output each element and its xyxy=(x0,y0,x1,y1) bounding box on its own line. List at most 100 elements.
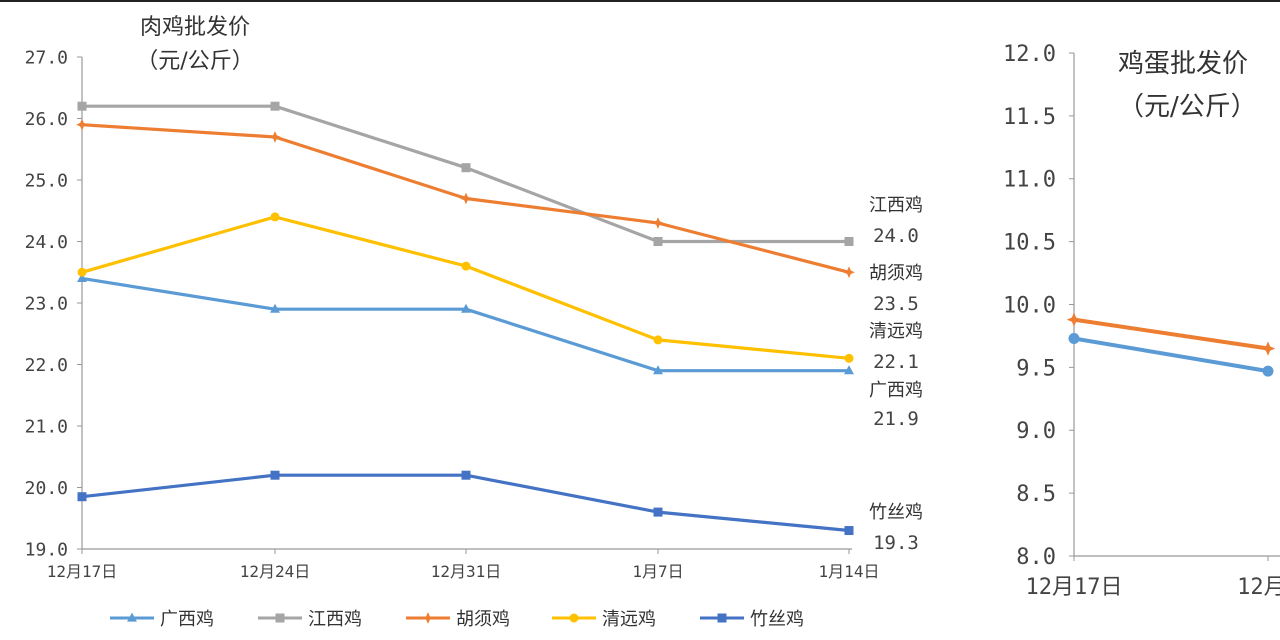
series-1-point xyxy=(461,163,471,173)
series-0-point xyxy=(77,273,87,282)
y-tick-label: 8.0 xyxy=(1016,545,1056,570)
end-label-name: 清远鸡 xyxy=(869,321,923,342)
x-tick-label: 12月2 xyxy=(1237,575,1280,600)
chart2-y-axis: 12.0 11.5 11.0 10.5 10.0 9.5 9.0 8.5 8.0 xyxy=(1003,42,1075,570)
series-0 xyxy=(1066,312,1276,356)
y-tick-label: 9.5 xyxy=(1016,356,1056,381)
series-3-point xyxy=(270,212,280,222)
series-4-point xyxy=(270,470,280,480)
chart2-title: 鸡蛋批发价 xyxy=(1118,49,1248,79)
chart1-title: 肉鸡批发价 xyxy=(140,15,250,40)
series-4-line xyxy=(81,473,850,533)
y-tick-label: 27.0 xyxy=(25,47,68,68)
series-0-line xyxy=(81,276,849,373)
series-1-line xyxy=(82,104,849,244)
chart1-series xyxy=(76,101,855,536)
series-1-point xyxy=(1068,332,1080,344)
chart2-subtitle: （元/公斤） xyxy=(1118,92,1257,122)
x-tick-label: 1月14日 xyxy=(819,562,880,581)
end-label-value: 24.0 xyxy=(873,225,919,247)
chart1-x-axis: 12月17日 12月24日 12月31日 1月7日 1月14日 xyxy=(47,548,880,581)
chart2-x-axis: 12月17日 12月2 xyxy=(1026,555,1280,600)
top-border xyxy=(0,0,1280,2)
y-tick-label: 20.0 xyxy=(25,478,68,499)
series-4-point xyxy=(844,526,854,536)
legend-label: 广西鸡 xyxy=(160,609,214,630)
legend-item: 清远鸡 xyxy=(552,609,656,630)
legend-label: 江西鸡 xyxy=(308,609,362,630)
series-3-point xyxy=(653,335,663,345)
x-tick-label: 12月24日 xyxy=(240,562,311,581)
y-tick-label: 12.0 xyxy=(1003,42,1056,67)
y-tick-label: 22.0 xyxy=(25,355,68,376)
series-4-point xyxy=(77,492,87,502)
y-tick-label: 25.0 xyxy=(25,170,68,191)
chart1-y-axis: 27.0 26.0 25.0 24.0 23.0 22.0 21.0 20.0 19.0 xyxy=(25,47,83,560)
legend-label: 胡须鸡 xyxy=(456,609,510,630)
legend-swatch-marker xyxy=(717,613,727,623)
series-2-point xyxy=(269,131,281,143)
y-tick-label: 19.0 xyxy=(25,539,68,560)
legend-label: 清远鸡 xyxy=(602,609,656,630)
series-1-point xyxy=(77,101,87,111)
series-2-point xyxy=(460,192,472,205)
series-3-line xyxy=(81,215,850,360)
chart1-subtitle: （元/公斤） xyxy=(136,49,253,74)
series-0 xyxy=(77,273,854,375)
series-4 xyxy=(77,470,854,536)
end-label-value: 19.3 xyxy=(873,532,919,554)
y-tick-label: 10.0 xyxy=(1003,293,1056,318)
y-tick-label: 24.0 xyxy=(25,232,68,253)
series-0-point xyxy=(1260,341,1276,356)
end-label-value: 21.9 xyxy=(873,408,919,430)
legend-item: 江西鸡 xyxy=(258,609,362,630)
legend-item: 竹丝鸡 xyxy=(700,609,804,630)
series-0-point xyxy=(461,303,471,313)
y-tick-label: 23.0 xyxy=(25,293,68,314)
legend-item: 胡须鸡 xyxy=(406,609,510,630)
legend-label: 竹丝鸡 xyxy=(750,609,804,630)
chart2-series xyxy=(1066,312,1276,377)
series-2-point xyxy=(76,118,88,131)
series-1-point xyxy=(844,237,854,246)
series-0-point xyxy=(844,365,854,375)
series-2 xyxy=(76,118,855,279)
legend-swatch-marker xyxy=(422,612,434,624)
chart1-end-labels: 广西鸡 21.9 江西鸡 24.0 胡须鸡 23.5 清远鸡 22.1 竹丝鸡 19.3 xyxy=(869,195,923,554)
y-tick-label: 9.0 xyxy=(1016,419,1056,444)
end-label-value: 23.5 xyxy=(873,293,919,315)
end-label-value: 22.1 xyxy=(873,351,919,373)
end-label-name: 竹丝鸡 xyxy=(869,502,923,523)
series-1-point xyxy=(1262,365,1274,377)
series-3-point xyxy=(461,261,471,271)
end-label-name: 广西鸡 xyxy=(869,380,923,401)
y-tick-label: 11.5 xyxy=(1003,105,1056,130)
x-tick-label: 12月17日 xyxy=(47,562,118,581)
series-0-point xyxy=(270,303,280,313)
legend-item: 广西鸡 xyxy=(110,609,214,630)
series-3-point xyxy=(77,267,87,277)
egg-price-chart: 鸡蛋批发价 （元/公斤） 12.0 11.5 11.0 10.5 10.0 9.5 9.0 8… xyxy=(1003,42,1280,600)
end-label-name: 胡须鸡 xyxy=(869,263,923,284)
series-1-line xyxy=(1073,336,1269,374)
legend-swatch-marker xyxy=(127,612,137,622)
chicken-price-chart: 肉鸡批发价 （元/公斤） 27.0 26.0 25.0 24.0 23.0 22.0 21.… xyxy=(25,15,923,630)
legend-swatch-marker xyxy=(275,613,285,623)
series-3 xyxy=(77,212,854,363)
series-0-line xyxy=(1073,317,1269,351)
end-label-name: 江西鸡 xyxy=(869,195,923,216)
series-4-point xyxy=(653,507,663,517)
y-tick-label: 10.5 xyxy=(1003,231,1056,256)
y-tick-label: 21.0 xyxy=(25,416,68,437)
x-tick-label: 1月7日 xyxy=(632,562,683,581)
series-1-point xyxy=(270,101,280,111)
series-1 xyxy=(1068,332,1274,377)
series-0-point xyxy=(1066,312,1082,327)
y-tick-label: 8.5 xyxy=(1016,482,1056,507)
x-tick-label: 12月31日 xyxy=(431,562,502,581)
series-4-point xyxy=(461,470,471,480)
series-2-point xyxy=(652,217,664,229)
series-1 xyxy=(77,101,854,246)
series-2-point xyxy=(843,266,855,279)
